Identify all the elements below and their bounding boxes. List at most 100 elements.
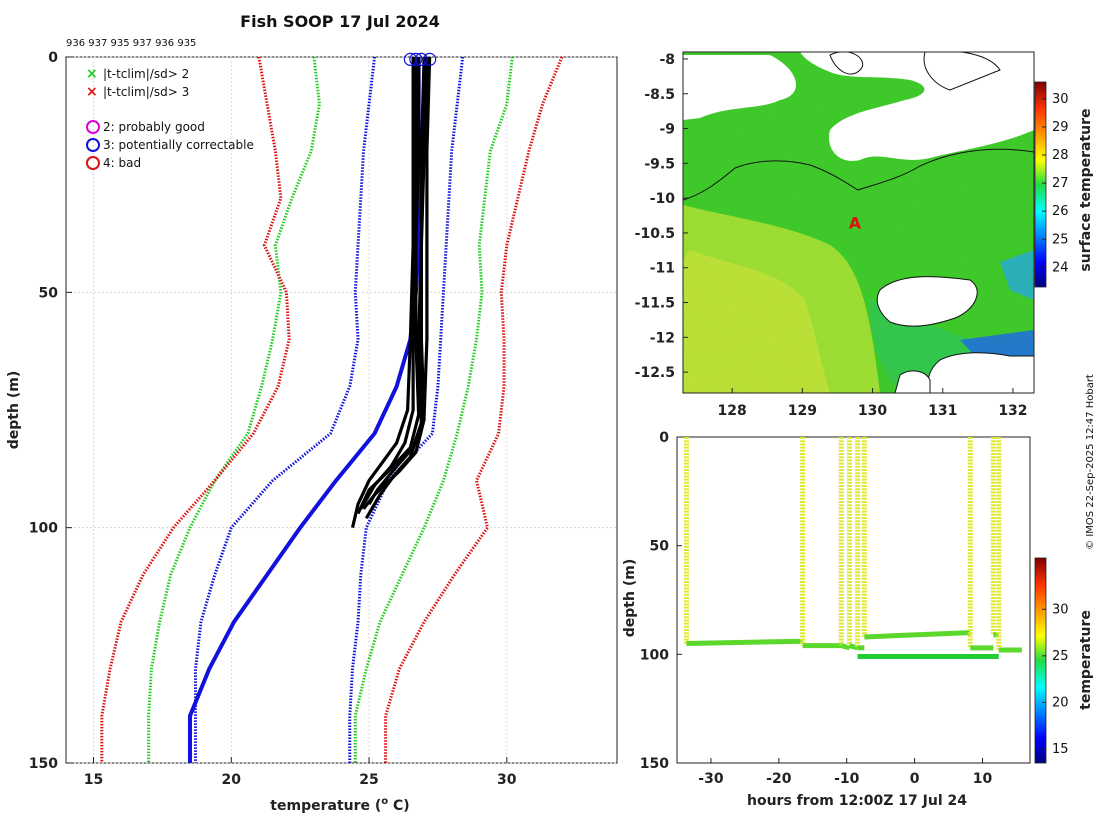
time-x-tick-label-4: 10 (973, 771, 993, 787)
profile-x-ticks: 15 20 25 30 (84, 757, 517, 788)
flag-marker-1 (409, 52, 423, 66)
legend-label-correctable: 3: potentially correctable (103, 138, 254, 152)
surface-temperature-map: 128 129 130 131 132 -8-8.5-9-9.5-10-10.5-11-… (635, 51, 1094, 419)
map-cb-tick-label-0: 24 (1052, 260, 1069, 275)
temperature-profile-chart: 15 20 25 30 0 50 100 150 Fish SOOP 17 Jul 2024… (6, 12, 618, 814)
flag-markers (403, 52, 437, 66)
map-y-tick-label-2: -9 (659, 122, 675, 138)
flag-marker-2 (414, 52, 428, 66)
depth-time-plot-area (676, 436, 1031, 764)
x-tick-label-0: 15 (84, 772, 103, 788)
map-y-tick-label-7: -11.5 (635, 296, 675, 312)
map-x-tick-label-0: 128 (718, 403, 747, 419)
time-y-label: depth (m) (622, 559, 638, 637)
time-y-tick-label-3: 150 (640, 756, 669, 772)
temp-cb-tick-label-0: 15 (1052, 742, 1069, 757)
map-y-tick-label-9: -12.5 (635, 365, 675, 381)
time-x-tick-label-0: -30 (698, 771, 724, 787)
cloud-mask-nw (683, 55, 797, 120)
climatology-line-+3sd (384, 57, 564, 763)
profile-gridlines (66, 56, 617, 764)
legend-marker-sd2: × (86, 66, 98, 82)
map-x-tick-label-2: 130 (858, 403, 887, 419)
map-cb-tick-label-6: 30 (1052, 92, 1069, 107)
map-frame (682, 51, 1035, 394)
temperature-profiles (350, 57, 432, 529)
time-y-tick-label-2: 100 (640, 647, 669, 663)
map-image (683, 52, 1034, 393)
legend-marker-probably-good (86, 120, 100, 134)
coastline (683, 148, 1034, 201)
map-y-tick-label-0: -8 (659, 52, 675, 68)
xlabel-degree-sup: o (381, 796, 388, 807)
map-cb-tick-label-3: 27 (1052, 176, 1069, 191)
legend-marker-correctable (86, 138, 100, 152)
y-tick-label-1: 50 (39, 285, 59, 301)
climatology-line--3sd (100, 57, 291, 763)
temp-cb-tick-label-1: 20 (1052, 695, 1069, 710)
profile-x-label: temperature (o C) (270, 796, 409, 814)
map-y-tick-label-1: -8.5 (644, 87, 675, 103)
flag-marker-0 (403, 52, 417, 66)
x-tick-label-3: 30 (497, 772, 517, 788)
climatology-line-+2sd (353, 57, 514, 763)
map-x-tick-label-4: 132 (998, 403, 1027, 419)
xlabel-main: temperature ( (270, 798, 381, 814)
map-colorbar-ticks: 24 25 26 27 28 29 30 (1042, 92, 1069, 275)
map-colorbar (1034, 81, 1047, 288)
cast-bottom-track-5 (864, 630, 971, 640)
temperature-colorbar-label: temperature (1078, 610, 1094, 710)
cast-tracks (684, 437, 1022, 660)
profile-y-ticks: 0 50 100 150 (29, 50, 72, 772)
profile-id-labels: 936 937 935 937 936 935 (66, 38, 196, 49)
map-y-tick-label-4: -10 (650, 191, 676, 207)
map-cb-tick-label-1: 25 (1052, 232, 1069, 247)
legend-label-sd2: |t-tclim|/sd> 2 (103, 67, 189, 81)
temp-cb-tick-label-3: 30 (1052, 602, 1069, 617)
island-northeast (923, 52, 1001, 91)
map-y-tick-label-3: -9.5 (644, 156, 675, 172)
climatology-line-+1sd (348, 57, 465, 763)
chart-title: Fish SOOP 17 Jul 2024 (240, 12, 440, 31)
map-x-ticks: 128 129 130 131 132 (718, 388, 1028, 419)
map-colorbar-label: surface temperature (1078, 108, 1094, 271)
map-y-ticks: -8 -8.5 -9 -9.5 -10 -10.5 -11 -11.5 -12 -12.5 (635, 52, 688, 381)
map-y-tick-label-8: -12 (650, 330, 675, 346)
time-x-tick-label-3: 0 (910, 771, 920, 787)
legend-marker-bad (86, 156, 100, 170)
temp-cb-tick-label-2: 25 (1052, 649, 1069, 664)
cast-bottom-track-2 (840, 643, 851, 651)
island-southeast (876, 276, 978, 327)
legend-label-probably-good: 2: probably good (103, 120, 205, 134)
profile-legend: × |t-tclim|/sd> 2 × |t-tclim|/sd> 3 2: p… (86, 66, 254, 170)
map-y-tick-label-6: -11 (650, 261, 675, 277)
legend-label-bad: 4: bad (103, 156, 141, 170)
x-tick-label-1: 20 (222, 772, 242, 788)
cast-bottom-track-3 (848, 643, 859, 651)
profile-line-2 (356, 57, 421, 515)
map-cb-tick-label-5: 29 (1052, 120, 1069, 135)
profile-y-label: depth (m) (6, 371, 22, 449)
temperature-colorbar (1034, 557, 1047, 764)
map-cb-tick-label-4: 28 (1052, 148, 1069, 163)
time-y-tick-label-0: 0 (659, 430, 669, 446)
climatology-line--2sd (147, 57, 321, 763)
y-tick-label-3: 150 (29, 756, 58, 772)
cast-bottom-track-0 (686, 638, 803, 646)
copyright-note: © IMOS 22-Sep-2025 12:47 Hobart (1085, 374, 1096, 550)
temperature-colorbar-ticks: 15 20 25 30 (1042, 602, 1069, 757)
landmass-south (927, 352, 1034, 393)
time-x-tick-label-2: -10 (834, 771, 860, 787)
time-y-ticks: 0 50 100 150 (640, 430, 682, 772)
map-y-tick-label-5: -10.5 (635, 226, 675, 242)
legend-label-sd3: |t-tclim|/sd> 3 (103, 85, 189, 99)
depth-time-chart: -30 -20 -10 0 10 0 50 100 150 hours from 12:00Z… (622, 430, 1094, 809)
time-x-label: hours from 12:00Z 17 Jul 24 (747, 793, 967, 809)
map-x-tick-label-3: 131 (928, 403, 957, 419)
y-tick-label-0: 0 (48, 50, 58, 66)
time-x-ticks: -30 -20 -10 0 10 (698, 758, 992, 787)
y-tick-label-2: 100 (29, 521, 58, 537)
x-tick-label-2: 25 (359, 772, 378, 788)
time-x-tick-label-1: -20 (766, 771, 792, 787)
